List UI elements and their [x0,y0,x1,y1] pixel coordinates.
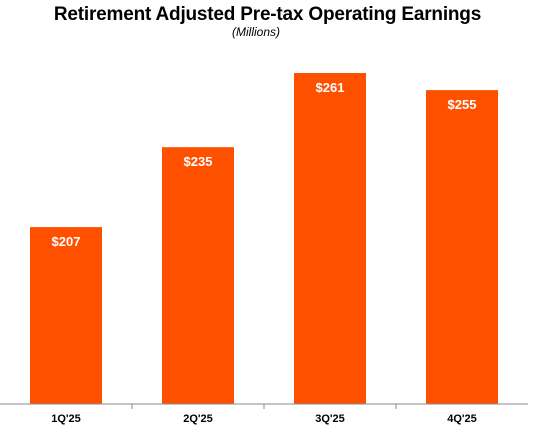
x-tick-label-2: 2Q'25 [183,413,213,425]
x-ticks-group [131,404,397,409]
x-tick-labels-group: 1Q'25 2Q'25 3Q'25 4Q'25 [51,413,477,425]
bars-group [30,73,498,404]
chart-title: Retirement Adjusted Pre-tax Operating Ea… [53,4,482,25]
bar-value-label-4: $255 [448,97,477,112]
x-tick-label-3: 3Q'25 [315,413,345,425]
bar-value-label-2: $235 [184,154,213,169]
chart-subtitle: (Millions) [232,25,280,39]
bar-1 [30,227,102,404]
bar-3 [294,73,366,404]
bar-value-label-3: $261 [316,80,345,95]
bar-labels-group: $207 $235 $261 $255 [52,80,477,249]
x-tick-label-4: 4Q'25 [447,413,477,425]
bar-2 [162,147,234,404]
bar-value-label-1: $207 [52,234,81,249]
bar-4 [426,90,498,404]
x-tick-label-1: 1Q'25 [51,413,81,425]
